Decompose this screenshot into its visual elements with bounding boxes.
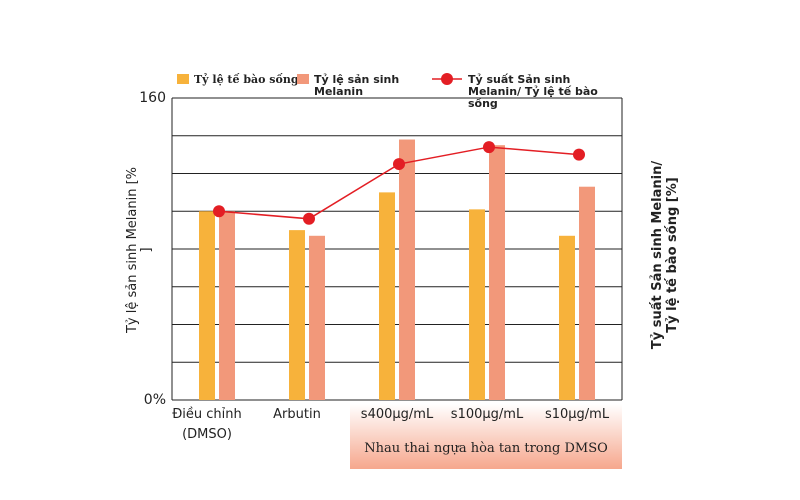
y-tick-label: 160 bbox=[139, 90, 166, 106]
legend-swatch bbox=[177, 74, 189, 84]
line-point bbox=[483, 141, 495, 154]
x-tick-label: s400μg/mL bbox=[361, 407, 434, 422]
line-point bbox=[213, 205, 225, 218]
group-box bbox=[350, 404, 622, 469]
bar bbox=[289, 230, 305, 400]
legend-label: Tỷ lệ sản sinh Melanin bbox=[314, 73, 399, 98]
x-tick-label: Arbutin bbox=[273, 407, 321, 422]
bar bbox=[379, 192, 395, 400]
x-tick-label: Điều chỉnh (DMSO) bbox=[172, 407, 242, 442]
bar bbox=[399, 139, 415, 400]
legend-label: Tỷ suất Sản sinh Melanin/ Tỷ lệ tế bào sốn… bbox=[468, 73, 598, 110]
legend-swatch bbox=[441, 73, 453, 85]
line-point bbox=[393, 158, 405, 171]
bar bbox=[489, 145, 505, 400]
bar bbox=[199, 211, 215, 400]
bar bbox=[469, 209, 485, 400]
bar bbox=[579, 186, 595, 400]
legend-label: Tỷ lệ tế bào sống bbox=[194, 73, 299, 86]
x-tick-label: s10μg/mL bbox=[545, 407, 610, 422]
group-label: Nhau thai ngựa hòa tan trong DMSO bbox=[364, 441, 608, 456]
legend-swatch bbox=[297, 74, 309, 84]
bar bbox=[559, 235, 575, 400]
x-tick-label: s100μg/mL bbox=[451, 407, 524, 422]
y2-axis-label: Tỷ suất Sản sinh Melanin/Tỷ lệ tế bào số… bbox=[650, 161, 680, 349]
bar bbox=[309, 235, 325, 400]
bar bbox=[219, 211, 235, 400]
line-point bbox=[573, 148, 585, 161]
y-axis-label: Tỷ lệ sản sinh Melanin [%] bbox=[125, 167, 154, 334]
line-point bbox=[303, 212, 315, 225]
y-tick-label: 0% bbox=[144, 392, 166, 408]
